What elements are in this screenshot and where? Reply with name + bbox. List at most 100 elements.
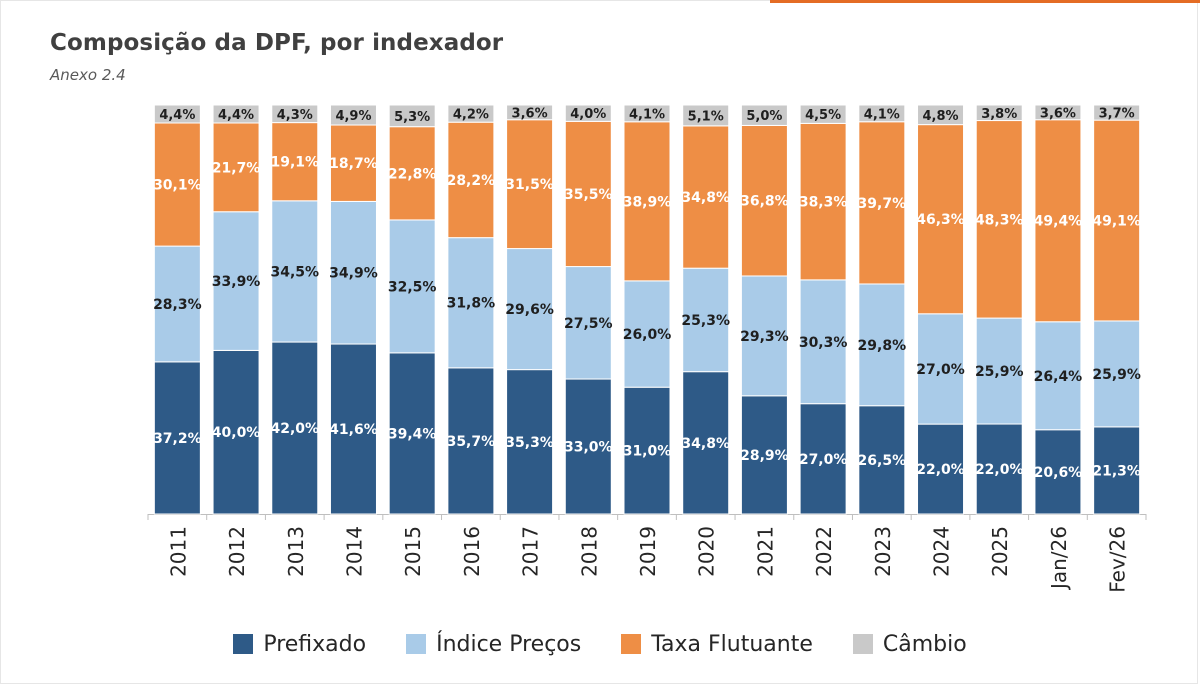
data-label-indice-precos: 29,6% bbox=[505, 302, 554, 318]
data-label-taxa-flutuante: 21,7% bbox=[212, 160, 261, 176]
data-label-prefixado: 34,8% bbox=[681, 436, 730, 452]
bar-segment-indice-precos bbox=[1093, 320, 1141, 428]
x-tick-label: 2025 bbox=[988, 526, 1012, 577]
data-label-prefixado: 26,5% bbox=[858, 453, 907, 469]
data-label-cambio: 4,9% bbox=[335, 109, 371, 124]
data-label-prefixado: 33,0% bbox=[564, 440, 613, 456]
data-label-taxa-flutuante: 34,8% bbox=[681, 190, 730, 206]
bar-segment-cambio bbox=[917, 104, 965, 126]
bar-segment-taxa-flutuante bbox=[329, 124, 377, 202]
data-label-indice-precos: 31,8% bbox=[447, 296, 496, 312]
x-tick-label: 2014 bbox=[342, 526, 366, 577]
x-tick-label: 2011 bbox=[166, 526, 190, 577]
x-tick-label: Fev/26 bbox=[1106, 526, 1130, 593]
bar-segment-indice-precos bbox=[975, 317, 1023, 425]
data-label-prefixado: 41,6% bbox=[329, 422, 378, 438]
data-label-taxa-flutuante: 39,7% bbox=[858, 196, 907, 212]
bar-segment-taxa-flutuante bbox=[682, 125, 730, 269]
bar-segment-cambio bbox=[975, 104, 1023, 122]
data-label-prefixado: 21,3% bbox=[1092, 463, 1141, 479]
data-label-cambio: 3,7% bbox=[1099, 107, 1135, 122]
data-label-cambio: 5,3% bbox=[394, 110, 430, 125]
bar-segment-cambio bbox=[506, 104, 554, 121]
bar-segment-prefixado bbox=[271, 341, 319, 515]
bar-segment-prefixado bbox=[858, 405, 906, 515]
bar-segment-cambio bbox=[564, 104, 612, 122]
data-label-prefixado: 39,4% bbox=[388, 426, 437, 442]
bar-segment-indice-precos bbox=[388, 219, 436, 354]
data-label-indice-precos: 29,8% bbox=[858, 338, 907, 354]
legend-swatch-cambio bbox=[852, 634, 873, 654]
data-label-prefixado: 28,9% bbox=[740, 448, 789, 464]
data-label-taxa-flutuante: 46,3% bbox=[916, 212, 965, 228]
bar-segment-prefixado bbox=[212, 349, 260, 515]
x-tick-label: 2019 bbox=[636, 526, 660, 577]
bar-segment-cambio bbox=[623, 104, 671, 123]
legend-item-taxa-flutuante: Taxa Flutuante bbox=[621, 632, 813, 657]
bar-segment-taxa-flutuante bbox=[212, 122, 260, 213]
data-label-cambio: 5,1% bbox=[688, 109, 724, 124]
data-label-prefixado: 20,6% bbox=[1034, 465, 1083, 481]
x-tick-label: 2017 bbox=[519, 526, 543, 577]
bar-segment-indice-precos bbox=[564, 266, 612, 380]
x-tick-label: 2018 bbox=[577, 526, 601, 577]
data-label-indice-precos: 34,5% bbox=[270, 264, 319, 280]
bar-segment-prefixado bbox=[388, 352, 436, 515]
x-tick-label: 2021 bbox=[753, 526, 777, 577]
data-label-cambio: 4,0% bbox=[570, 107, 606, 122]
bar-segment-indice-precos bbox=[858, 283, 906, 407]
legend-label-taxa-flutuante: Taxa Flutuante bbox=[651, 631, 813, 657]
data-label-prefixado: 40,0% bbox=[212, 425, 261, 441]
bar-segment-cambio bbox=[858, 104, 906, 123]
bar-segment-indice-precos bbox=[271, 200, 319, 343]
bar-segment-cambio bbox=[212, 104, 260, 124]
data-label-taxa-flutuante: 18,7% bbox=[329, 156, 378, 172]
data-label-indice-precos: 30,3% bbox=[799, 335, 848, 351]
bar-segment-prefixado bbox=[917, 423, 965, 515]
bar-segment-indice-precos bbox=[917, 313, 965, 425]
data-label-cambio: 4,1% bbox=[864, 107, 900, 122]
data-label-indice-precos: 26,0% bbox=[623, 327, 672, 343]
chart-legend: Prefixado Índice Preços Taxa Flutuante C… bbox=[0, 628, 1200, 660]
data-label-indice-precos: 29,3% bbox=[740, 329, 789, 345]
data-label-taxa-flutuante: 49,4% bbox=[1034, 214, 1083, 230]
data-label-indice-precos: 27,0% bbox=[916, 362, 965, 378]
legend-item-cambio: Câmbio bbox=[852, 631, 967, 657]
x-tick-label: 2016 bbox=[460, 526, 484, 577]
bar-segment-cambio bbox=[447, 104, 495, 123]
data-label-indice-precos: 27,5% bbox=[564, 316, 613, 332]
legend-item-prefixado: Prefixado bbox=[233, 632, 366, 657]
bar-segment-cambio bbox=[388, 104, 436, 128]
bar-segment-cambio bbox=[329, 104, 377, 126]
bar-segment-taxa-flutuante bbox=[799, 122, 847, 281]
bar-segment-cambio bbox=[271, 104, 319, 124]
bar-segment-indice-precos bbox=[506, 248, 554, 371]
legend-label-indice-precos: Índice Preços bbox=[436, 631, 582, 657]
bar-segment-cambio bbox=[799, 104, 847, 124]
data-label-indice-precos: 25,9% bbox=[975, 364, 1024, 380]
data-label-indice-precos: 28,3% bbox=[153, 297, 202, 313]
data-label-cambio: 4,4% bbox=[218, 108, 254, 123]
data-label-cambio: 4,5% bbox=[805, 108, 841, 123]
bar-segment-cambio bbox=[153, 104, 201, 124]
x-tick-label: 2024 bbox=[930, 526, 954, 577]
data-label-prefixado: 37,2% bbox=[153, 431, 202, 447]
bar-segment-taxa-flutuante bbox=[1034, 119, 1082, 323]
data-label-indice-precos: 33,9% bbox=[212, 274, 261, 290]
bar-segment-cambio bbox=[740, 104, 788, 126]
x-tick-label: 2022 bbox=[812, 526, 836, 577]
data-label-prefixado: 35,7% bbox=[447, 434, 496, 450]
bar-segment-taxa-flutuante bbox=[271, 122, 319, 202]
data-label-cambio: 4,4% bbox=[159, 108, 195, 123]
legend-label-cambio: Câmbio bbox=[882, 631, 967, 657]
data-label-cambio: 4,8% bbox=[922, 109, 958, 124]
bar-segment-taxa-flutuante bbox=[623, 121, 671, 282]
bar-segment-prefixado bbox=[682, 371, 730, 515]
bar-segment-cambio bbox=[682, 104, 730, 127]
data-label-taxa-flutuante: 22,8% bbox=[388, 166, 437, 182]
bar-segment-prefixado bbox=[153, 361, 201, 515]
x-tick-label: 2020 bbox=[695, 526, 719, 577]
bar-segment-prefixado bbox=[1034, 429, 1082, 515]
